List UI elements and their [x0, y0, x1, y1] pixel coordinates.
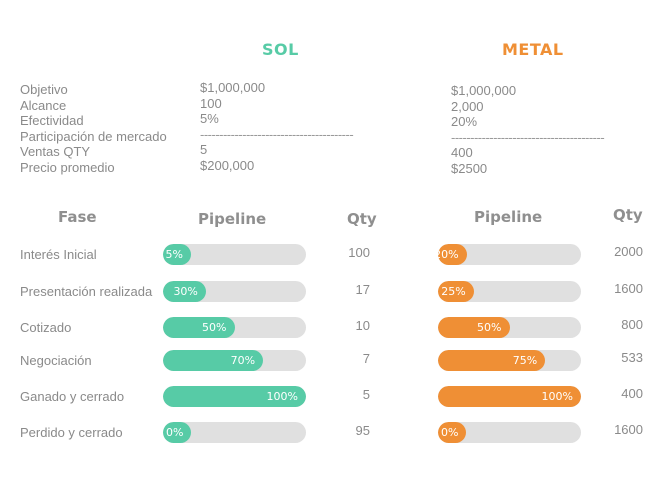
metal-qty: 1600 — [614, 281, 643, 296]
metal-pipeline-percent: 20% — [438, 248, 459, 261]
metal-pipeline-fill: 75% — [438, 350, 546, 371]
stage-name: Negociación — [20, 353, 92, 368]
label-efectividad: Efectividad — [20, 113, 84, 129]
sol-title: SOL — [262, 40, 299, 59]
header-pipeline-sol: Pipeline — [198, 210, 267, 228]
metal-qty: 400 — [621, 386, 643, 401]
sol-qty: 17 — [355, 282, 370, 297]
metal-ventas-qty: 400 — [451, 145, 473, 161]
header-fase: Fase — [58, 208, 97, 226]
sol-pipeline-track: 100% — [163, 386, 306, 407]
label-alcance: Alcance — [20, 97, 67, 113]
metal-pipeline-percent: 75% — [512, 354, 538, 367]
sol-pipeline-fill: 100% — [163, 386, 306, 407]
header-qty-sol: Qty — [347, 210, 377, 228]
metal-summary-values: $1,000,000 2,000 20% -------------------… — [451, 83, 605, 177]
sol-participacion: ---------------------------------------- — [200, 126, 354, 142]
metal-pipeline-fill: 25% — [438, 281, 474, 302]
sol-pipeline-percent: 100% — [266, 390, 298, 403]
sol-pipeline-fill: 70% — [163, 350, 264, 371]
stage-name: Interés Inicial — [20, 247, 97, 262]
metal-qty: 800 — [621, 317, 643, 332]
metal-objetivo: $1,000,000 — [451, 83, 517, 98]
sol-pipeline-percent: 5% — [165, 248, 183, 261]
sol-pipeline-percent: 0% — [166, 426, 184, 439]
metal-pipeline-fill: 100% — [438, 386, 581, 407]
sol-qty: 10 — [355, 318, 370, 333]
sol-qty: 95 — [355, 423, 370, 438]
sol-efectividad: 5% — [200, 111, 219, 127]
sol-pipeline-percent: 30% — [173, 285, 198, 298]
metal-pipeline-percent: 50% — [477, 321, 502, 334]
sol-pipeline-percent: 50% — [202, 321, 227, 334]
metal-participacion: ---------------------------------------- — [451, 129, 605, 145]
metal-alcance: 2,000 — [451, 98, 484, 114]
summary-labels: Objetivo Alcance Efectividad Participaci… — [20, 82, 167, 176]
stage-name: Presentación realizada — [20, 284, 153, 299]
sol-pipeline-track: 5% — [163, 244, 306, 265]
metal-pipeline-fill: 0% — [438, 422, 466, 443]
sol-pipeline-fill: 50% — [163, 317, 235, 338]
stage-name: Perdido y cerrado — [20, 425, 123, 440]
sol-summary-values: $1,000,000 100 5% ----------------------… — [200, 80, 354, 174]
label-precio-promedio: Precio promedio — [20, 159, 115, 175]
label-objetivo: Objetivo — [20, 82, 68, 97]
sol-objetivo: $1,000,000 — [200, 80, 266, 95]
stage-name: Cotizado — [20, 320, 72, 335]
metal-pipeline-percent: 0% — [441, 426, 459, 439]
metal-title: METAL — [502, 40, 564, 59]
sol-alcance: 100 — [200, 95, 222, 111]
header-qty-metal: Qty — [613, 206, 643, 224]
label-ventas-qty: Ventas QTY — [20, 144, 91, 160]
sol-pipeline-fill: 5% — [163, 244, 191, 265]
sol-pipeline-fill: 30% — [163, 281, 206, 302]
sol-precio-promedio: $200,000 — [200, 157, 255, 173]
metal-pipeline-track: 75% — [438, 350, 581, 371]
sol-pipeline-fill: 0% — [163, 422, 191, 443]
metal-pipeline-track: 25% — [438, 281, 581, 302]
sol-qty: 5 — [362, 387, 370, 402]
metal-pipeline-percent: 100% — [541, 390, 573, 403]
stage-name: Ganado y cerrado — [20, 389, 125, 404]
metal-precio-promedio: $2500 — [451, 160, 488, 176]
metal-pipeline-track: 100% — [438, 386, 581, 407]
metal-pipeline-track: 0% — [438, 422, 581, 443]
metal-pipeline-percent: 25% — [441, 285, 466, 298]
metal-pipeline-fill: 50% — [438, 317, 510, 338]
metal-pipeline-fill: 20% — [438, 244, 467, 265]
sol-pipeline-percent: 70% — [230, 354, 256, 367]
label-participacion: Participación de mercado — [20, 128, 167, 144]
sol-ventas-qty: 5 — [200, 142, 208, 158]
metal-efectividad: 20% — [451, 114, 478, 130]
metal-pipeline-track: 50% — [438, 317, 581, 338]
sol-pipeline-track: 0% — [163, 422, 306, 443]
metal-qty: 533 — [621, 350, 643, 365]
sol-qty: 100 — [348, 245, 370, 260]
sol-pipeline-track: 70% — [163, 350, 306, 371]
metal-qty: 2000 — [614, 244, 643, 259]
sol-pipeline-track: 50% — [163, 317, 306, 338]
sol-pipeline-track: 30% — [163, 281, 306, 302]
metal-qty: 1600 — [614, 422, 643, 437]
sol-qty: 7 — [362, 351, 370, 366]
header-pipeline-metal: Pipeline — [474, 208, 543, 226]
metal-pipeline-track: 20% — [438, 244, 581, 265]
